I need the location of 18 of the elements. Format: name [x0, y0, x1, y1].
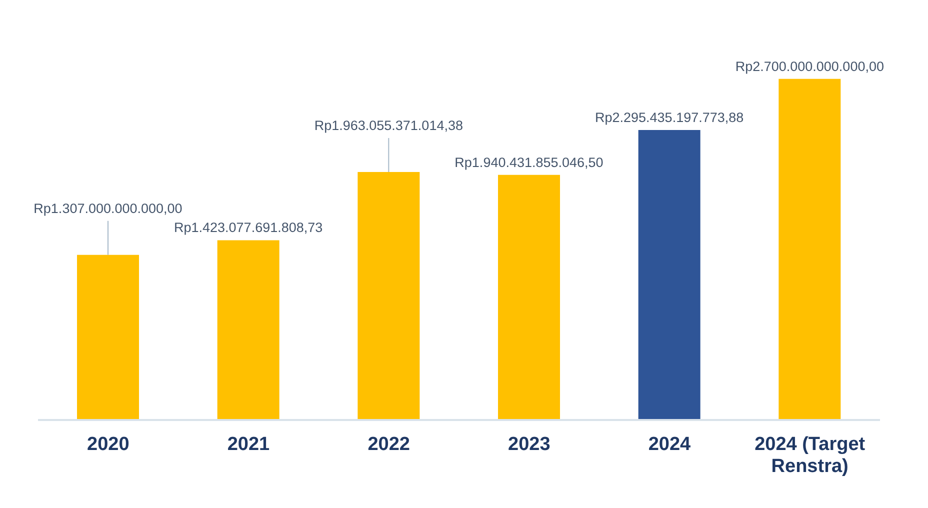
- x-tick-label: 2020: [87, 434, 130, 455]
- bar: [77, 254, 139, 420]
- bar: [358, 172, 420, 420]
- x-tick-label: 2022: [368, 434, 410, 455]
- data-label: Rp1.307.000.000.000,00: [34, 200, 182, 216]
- data-label: Rp1.963.055.371.014,38: [314, 118, 463, 134]
- x-tick-label: 2024 (Target Renstra): [754, 434, 866, 477]
- data-label: Rp1.423.077.691.808,73: [174, 220, 323, 236]
- bar: [498, 174, 560, 420]
- x-tick-label: 2023: [508, 434, 550, 455]
- data-label: Rp1.940.431.855.046,50: [454, 154, 604, 170]
- x-tick-label: 2021: [227, 434, 270, 455]
- data-label: Rp2.700.000.000.000,00: [735, 58, 884, 74]
- bar: [638, 130, 700, 420]
- x-tick-label: 2024: [648, 434, 692, 455]
- data-label: Rp2.295.435.197.773,88: [595, 110, 744, 126]
- bar: [778, 78, 841, 420]
- bar: [217, 240, 280, 420]
